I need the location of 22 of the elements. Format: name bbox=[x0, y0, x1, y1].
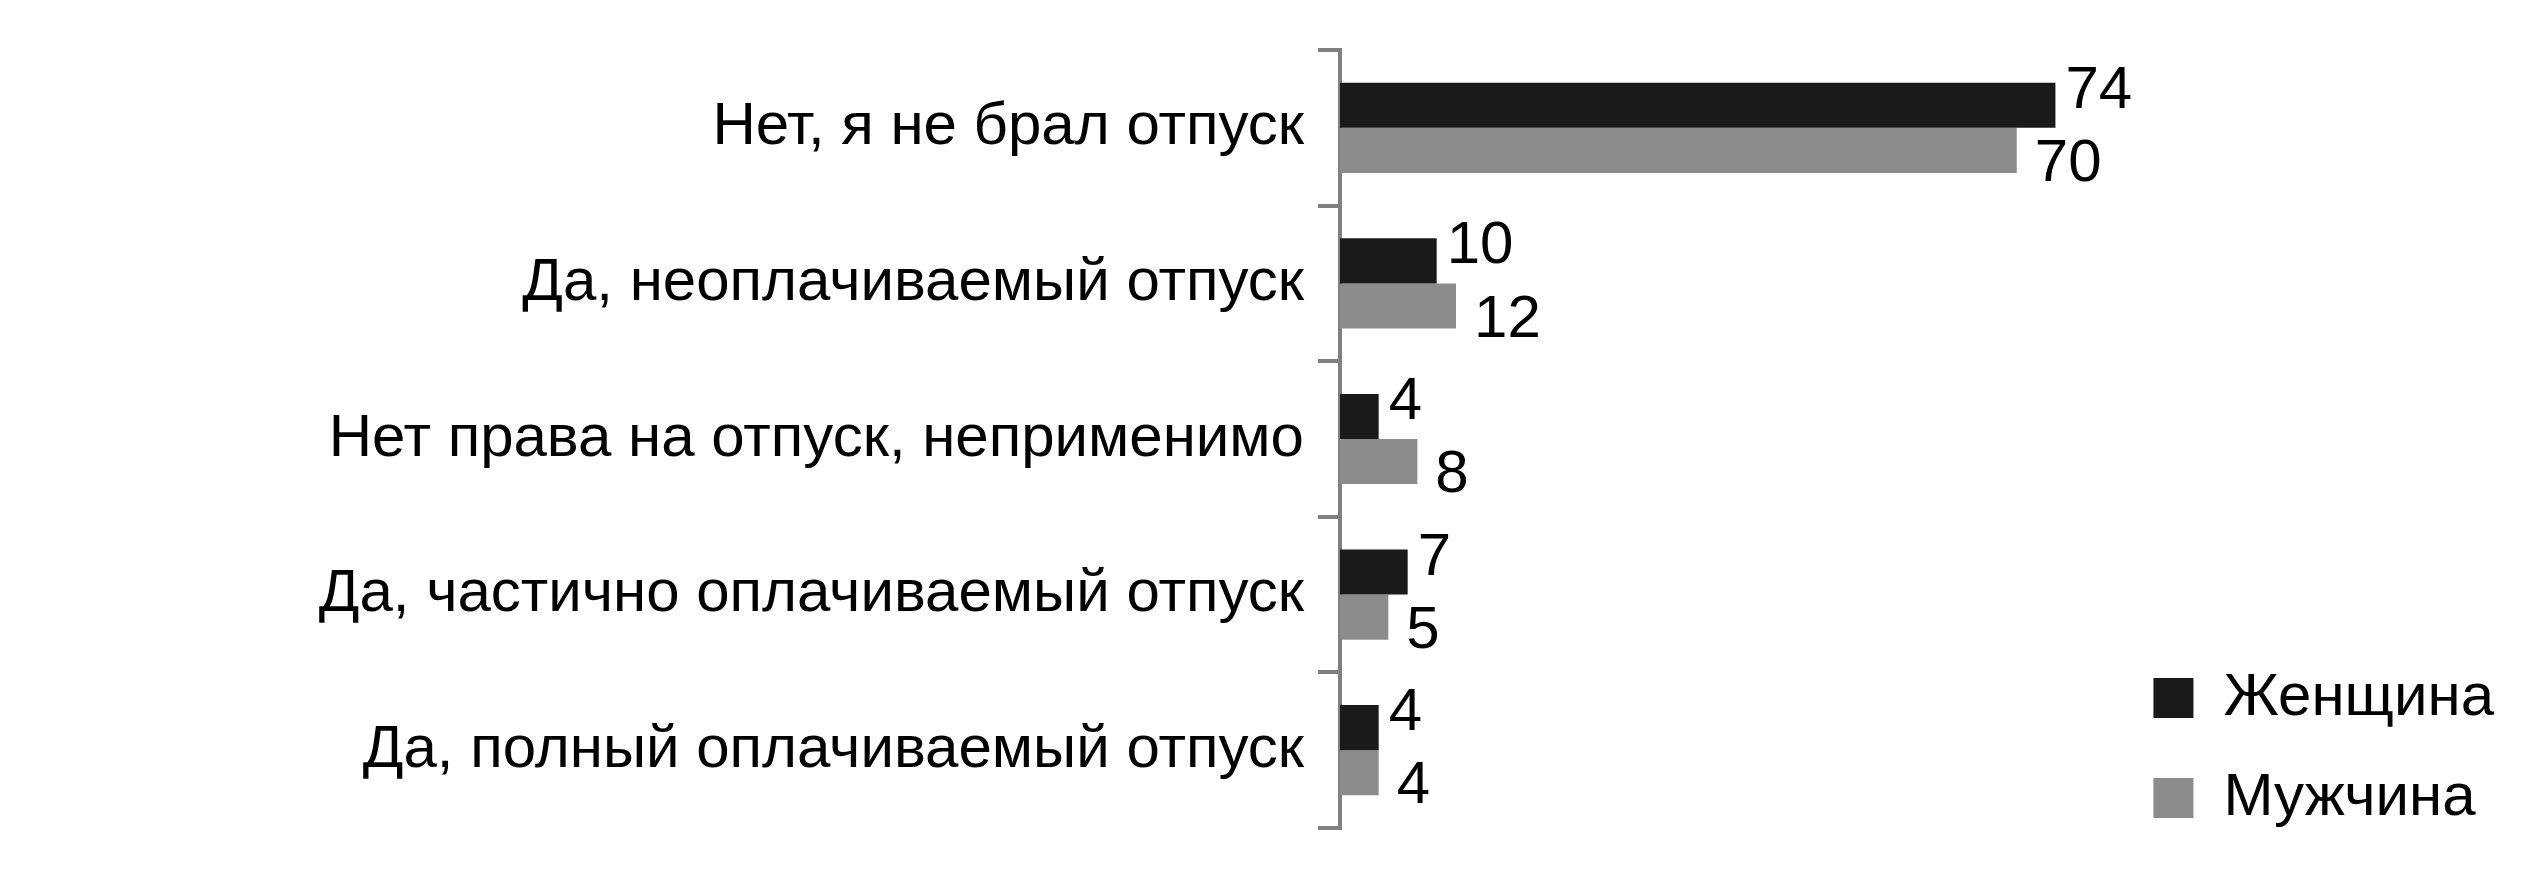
y-tick-label: Нет права на отпуск, неприменимо bbox=[328, 401, 1304, 469]
bar bbox=[1340, 549, 1408, 595]
y-tick-label: Да, полный оплачиваемый отпуск bbox=[362, 712, 1305, 780]
data-label: 4 bbox=[1388, 364, 1423, 432]
data-label: 10 bbox=[1446, 209, 1514, 277]
bar bbox=[1340, 238, 1437, 284]
data-label: 70 bbox=[2034, 126, 2102, 194]
data-label: 12 bbox=[1474, 282, 1541, 350]
y-tick-label: Нет, я не брал отпуск bbox=[712, 90, 1305, 158]
data-label: 7 bbox=[1417, 520, 1452, 588]
data-label: 4 bbox=[1396, 749, 1431, 817]
bar bbox=[1340, 705, 1379, 751]
data-label: 4 bbox=[1388, 676, 1423, 744]
legend-label: Мужчина bbox=[2223, 760, 2477, 828]
data-label: 5 bbox=[1406, 593, 1440, 661]
data-label: 8 bbox=[1435, 438, 1469, 506]
data-label: 74 bbox=[2065, 53, 2133, 121]
bar bbox=[1340, 393, 1379, 439]
bar bbox=[1340, 82, 2056, 128]
y-tick-label: Да, неоплачиваемый отпуск bbox=[522, 245, 1305, 313]
y-tick-label: Да, частично оплачиваемый отпуск bbox=[318, 557, 1305, 625]
legend-label: Женщина bbox=[2223, 660, 2495, 728]
